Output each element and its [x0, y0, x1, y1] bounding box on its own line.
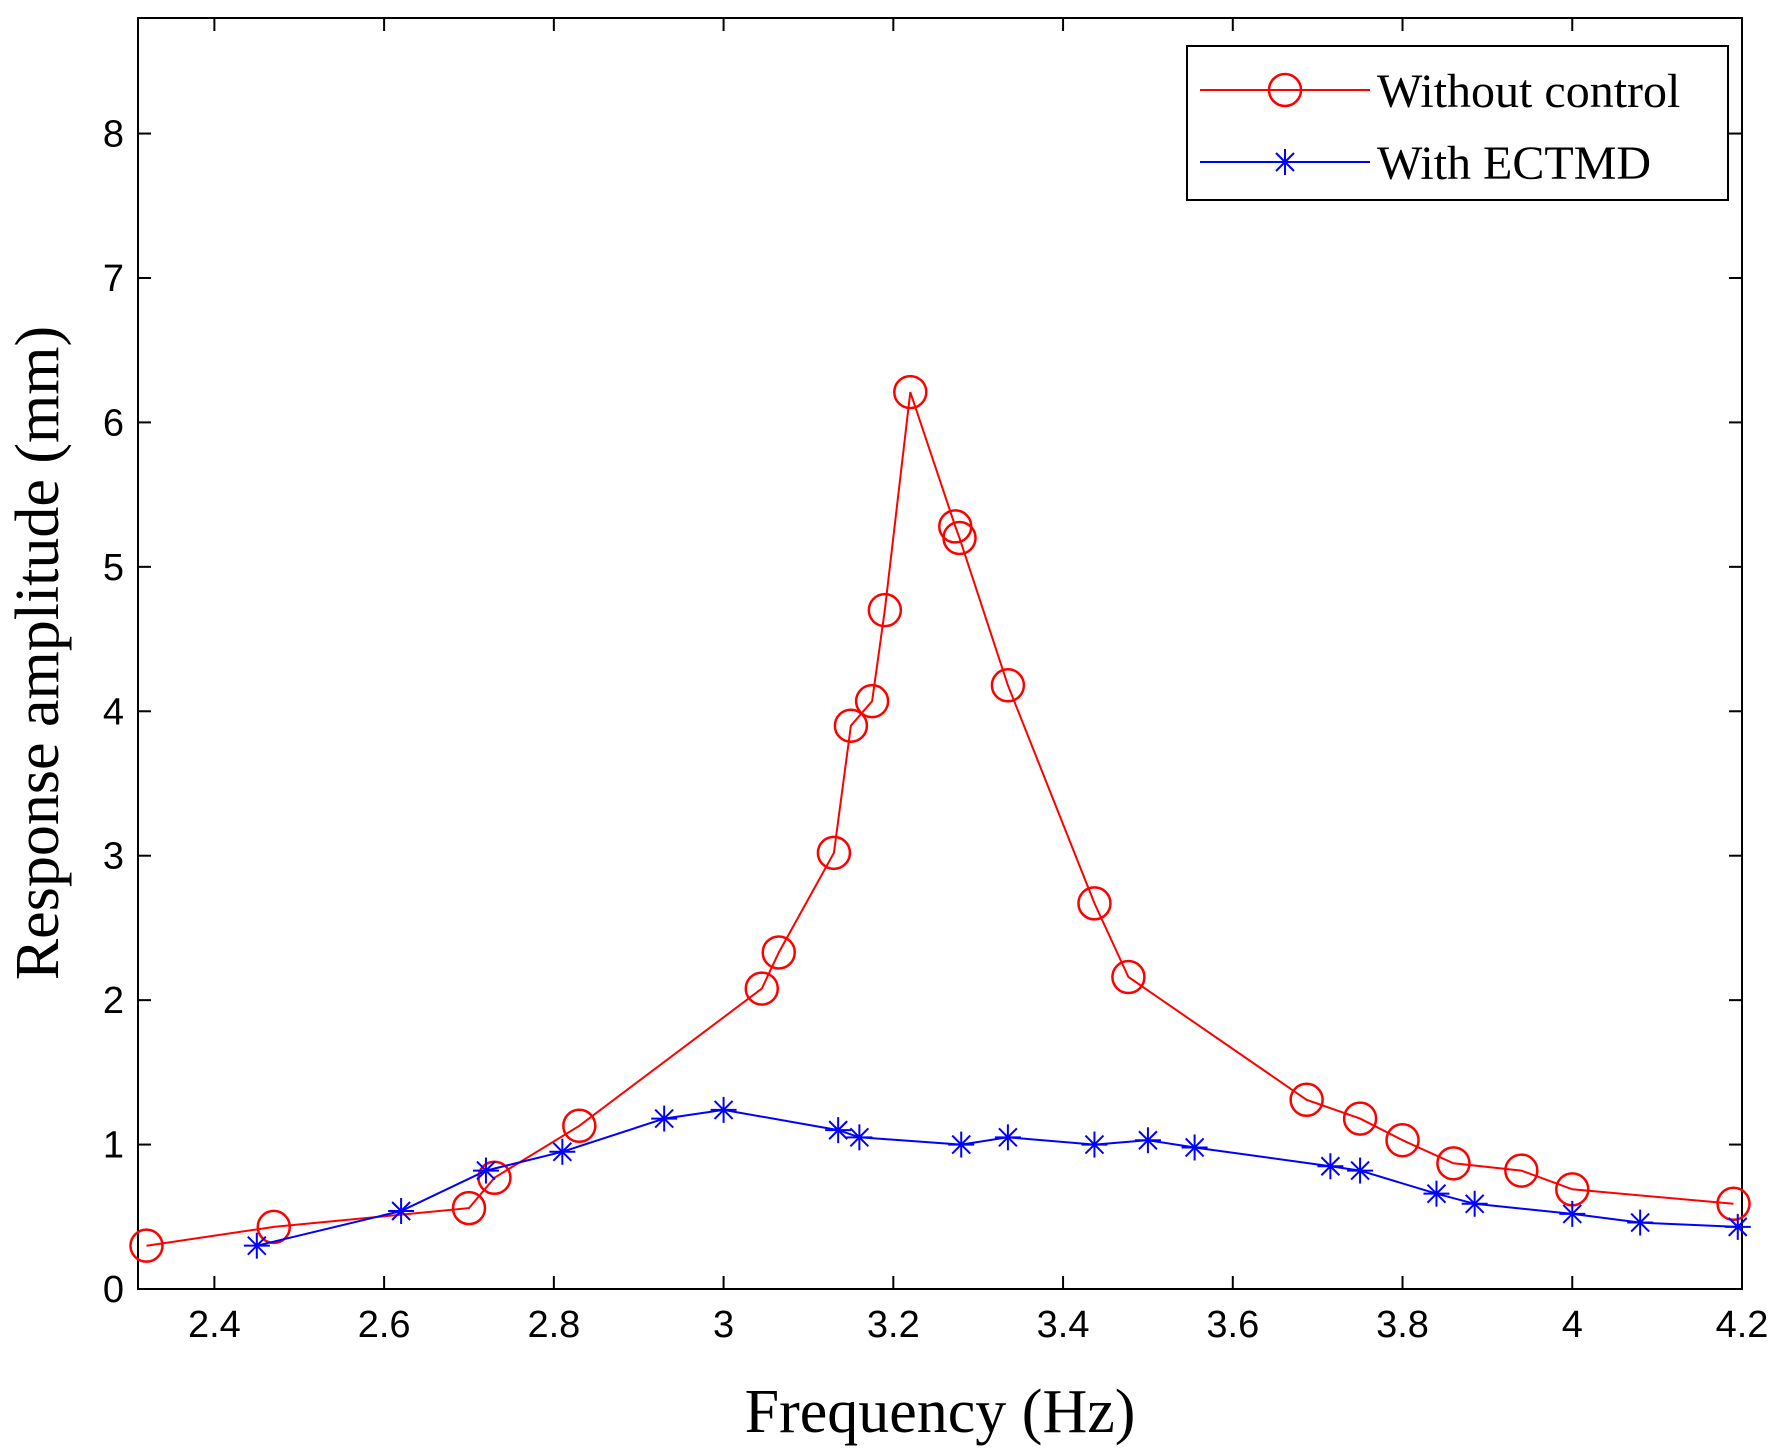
x-tick-label: 3.4	[1037, 1304, 1090, 1346]
data-point-d2	[391, 1201, 411, 1221]
legend-marker-with-ectmd	[1272, 149, 1298, 175]
y-axis-title: Response amplitude (mm)	[4, 326, 72, 980]
x-tick-label: 4.2	[1716, 1304, 1769, 1346]
data-point-d2	[828, 1120, 848, 1140]
data-point-d2	[1184, 1137, 1205, 1158]
y-tick-label: 8	[103, 114, 124, 156]
data-point	[893, 374, 928, 410]
data-point	[1081, 1131, 1108, 1158]
data-point	[1134, 1127, 1161, 1154]
series-layer	[129, 374, 1751, 1263]
data-point	[942, 520, 977, 556]
data-point	[562, 1108, 597, 1144]
x-tick-label: 3.2	[867, 1304, 920, 1346]
data-point-d2	[1320, 1156, 1341, 1176]
data-point-d2	[1464, 1194, 1485, 1214]
y-tick-label: 0	[103, 1269, 124, 1311]
x-tick-label: 3.8	[1376, 1304, 1429, 1346]
data-point	[744, 971, 780, 1006]
data-point	[1436, 1146, 1471, 1181]
data-point	[1559, 1200, 1586, 1227]
data-point	[1317, 1153, 1344, 1180]
data-point	[1181, 1134, 1208, 1161]
legend-marker-without-control	[1267, 72, 1303, 108]
data-point-d2	[951, 1134, 971, 1155]
data-point	[1716, 1186, 1751, 1222]
data-point	[472, 1157, 499, 1184]
data-point	[1111, 959, 1146, 995]
legend-box	[1186, 45, 1729, 201]
x-tick-label: 2.6	[358, 1304, 411, 1346]
x-axis-title: Frequency (Hz)	[745, 1378, 1136, 1446]
data-point	[451, 1190, 487, 1226]
legend-label-without-control: Without control	[1377, 65, 1680, 118]
y-tick-label: 7	[103, 258, 124, 300]
y-tick-label: 3	[103, 836, 124, 878]
axis-ticks	[138, 18, 1743, 1290]
data-point-d2	[1562, 1204, 1582, 1224]
data-point	[833, 708, 869, 743]
data-point-d2	[1084, 1134, 1105, 1155]
data-point-d2	[1138, 1130, 1158, 1150]
series-line	[256, 1108, 1738, 1247]
data-point	[1423, 1180, 1450, 1207]
data-point-d2	[247, 1235, 267, 1256]
data-point	[1347, 1157, 1374, 1184]
data-point	[1385, 1122, 1420, 1158]
data-point	[816, 835, 852, 871]
data-point	[388, 1198, 415, 1225]
y-tick-label: 4	[103, 691, 124, 733]
data-point	[1077, 886, 1112, 921]
data-point-d2	[1426, 1183, 1447, 1204]
y-tick-labels: 0 1 2 3 4 5 6 7 8	[103, 114, 124, 1311]
data-point-d2	[998, 1127, 1018, 1148]
y-tick-label: 1	[103, 1125, 124, 1167]
legend-label-with-ectmd: With ECTMD	[1377, 137, 1651, 190]
x-tick-label: 4	[1562, 1304, 1583, 1346]
data-point-d2	[713, 1100, 734, 1120]
data-point	[651, 1105, 678, 1132]
data-point	[1461, 1190, 1488, 1217]
data-point	[994, 1124, 1021, 1151]
data-point-d2	[1630, 1212, 1650, 1233]
data-point	[854, 683, 890, 719]
data-point	[1724, 1213, 1751, 1240]
data-point	[948, 1131, 975, 1158]
series-without-control	[129, 374, 1751, 1263]
legend-star-marker	[1272, 149, 1298, 175]
x-tick-labels: 2.4 2.6 2.8 3 3.2 3.4 3.6 3.8 4 4.2	[188, 1304, 1768, 1346]
data-point	[129, 1228, 164, 1263]
data-point-d2	[552, 1142, 573, 1162]
data-point	[990, 668, 1026, 703]
data-point-d2	[476, 1160, 496, 1181]
plot-area	[137, 17, 1743, 1290]
data-point	[549, 1138, 576, 1165]
legend-star-marker-d2	[1275, 152, 1295, 172]
data-point	[1504, 1153, 1539, 1188]
series-with-ectmd	[243, 1096, 1751, 1259]
x-tick-label: 2.8	[527, 1304, 580, 1346]
y-tick-label: 5	[103, 547, 124, 589]
y-tick-label: 6	[103, 402, 124, 444]
x-tick-label: 2.4	[188, 1304, 241, 1346]
data-point-d2	[1350, 1160, 1370, 1181]
data-point	[710, 1096, 737, 1123]
data-point	[846, 1124, 873, 1151]
data-point	[1342, 1101, 1378, 1136]
data-point-d2	[1728, 1217, 1748, 1237]
data-point	[761, 935, 797, 970]
data-point	[867, 592, 903, 628]
y-tick-label: 2	[103, 980, 124, 1022]
data-point-d2	[654, 1108, 674, 1129]
data-point	[825, 1117, 852, 1144]
x-tick-label: 3.6	[1206, 1304, 1259, 1346]
data-point	[256, 1209, 292, 1245]
data-point-d2	[849, 1127, 870, 1148]
data-point	[243, 1232, 270, 1259]
x-tick-label: 3	[713, 1304, 734, 1346]
data-point	[1627, 1209, 1654, 1236]
legend: Without control With ECTMD	[1186, 45, 1729, 201]
data-point	[1289, 1082, 1324, 1118]
